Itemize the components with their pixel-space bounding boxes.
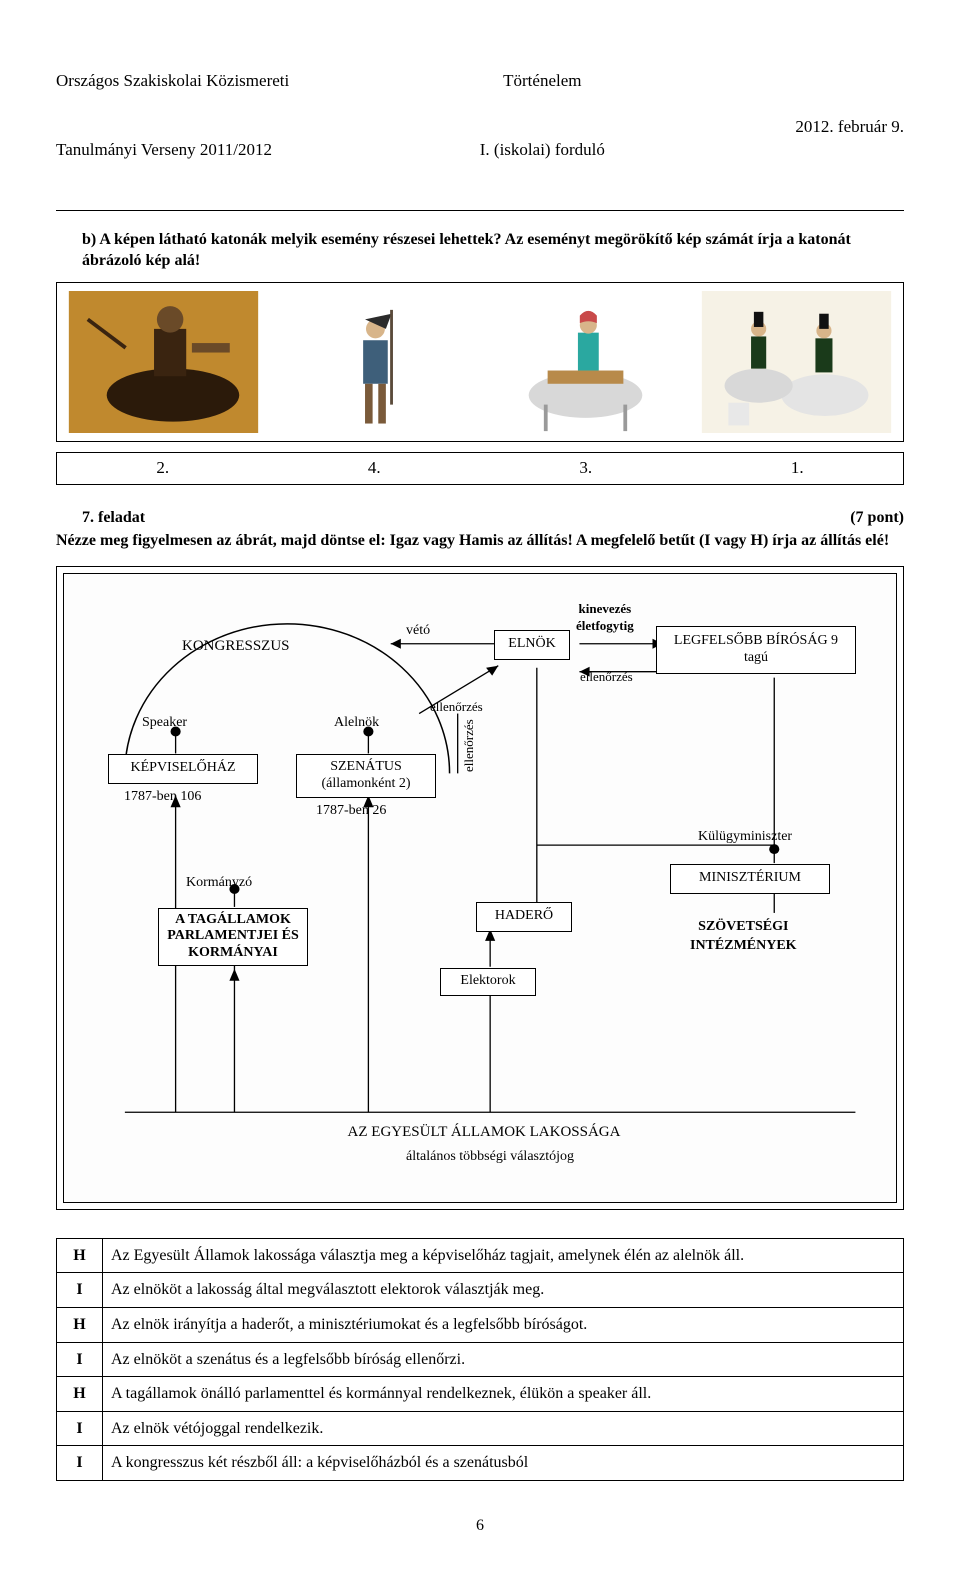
- header-center-1: Történelem: [480, 70, 605, 93]
- label-veto: vétó: [406, 622, 430, 641]
- box-szenatus: SZENÁTUS (államonként 2): [296, 754, 436, 798]
- task7-body: Nézze meg figyelmesen az ábrát, majd dön…: [56, 530, 904, 552]
- statement-text: Az elnök vétójoggal rendelkezik.: [103, 1411, 904, 1446]
- statement-key: H: [57, 1308, 103, 1343]
- statement-text: Az elnök irányítja a haderőt, a miniszté…: [103, 1308, 904, 1343]
- statement-row: IA kongresszus két részből áll: a képvis…: [57, 1446, 904, 1481]
- header-right-2: 2012. február 9.: [795, 116, 904, 139]
- box-legfelsobb: LEGFELSŐBB BÍRÓSÁG 9 tagú: [656, 626, 856, 674]
- soldier-images-row: [56, 282, 904, 442]
- box-miniszterium: MINISZTÉRIUM: [670, 864, 830, 894]
- box-hadero: HADERŐ: [476, 902, 572, 932]
- answer-d: 1.: [692, 453, 904, 484]
- soldier-image-1: [65, 291, 262, 433]
- statements-table: HAz Egyesült Államok lakossága választja…: [56, 1238, 904, 1481]
- header-divider: [56, 210, 904, 211]
- page-header: Országos Szakiskolai Közismereti Tanulmá…: [56, 24, 904, 208]
- answer-b: 4.: [269, 453, 481, 484]
- label-ellenorzes-vertical: ellenőrzés: [460, 719, 478, 772]
- header-left-1: Országos Szakiskolai Közismereti: [56, 70, 289, 93]
- statement-key: H: [57, 1377, 103, 1412]
- statement-text: A tagállamok önálló parlamenttel és korm…: [103, 1377, 904, 1412]
- statement-row: HAz elnök irányítja a haderőt, a miniszt…: [57, 1308, 904, 1343]
- label-ellenorzes-2: ellenőrzés: [430, 698, 483, 716]
- box-kepviselohaz: KÉPVISELŐHÁZ: [108, 754, 258, 784]
- statement-row: HA tagállamok önálló parlamenttel és kor…: [57, 1377, 904, 1412]
- statement-key: H: [57, 1238, 103, 1273]
- answer-c: 3.: [480, 453, 692, 484]
- statement-row: HAz Egyesült Államok lakossága választja…: [57, 1238, 904, 1273]
- box-elnok: ELNÖK: [494, 630, 570, 660]
- thumb-3: [483, 287, 688, 437]
- statement-text: A kongresszus két részből áll: a képvise…: [103, 1446, 904, 1481]
- label-kulugy: Külügyminiszter: [698, 828, 792, 847]
- statement-text: Az Egyesült Államok lakossága választja …: [103, 1238, 904, 1273]
- statement-row: IAz elnököt a szenátus és a legfelsőbb b…: [57, 1342, 904, 1377]
- soldier-image-3: [487, 291, 684, 433]
- statement-text: Az elnököt a lakosság által megválasztot…: [103, 1273, 904, 1308]
- header-left-2: Tanulmányi Verseny 2011/2012: [56, 139, 289, 162]
- task7-heading: 7. feladat (7 pont): [56, 507, 904, 529]
- statement-key: I: [57, 1446, 103, 1481]
- statement-key: I: [57, 1273, 103, 1308]
- soldier-image-2: [276, 291, 473, 433]
- label-lakossag: AZ EGYESÜLT ÁLLAMOK LAKOSSÁGA: [304, 1122, 664, 1142]
- thumb-2: [272, 287, 477, 437]
- box-elektorok: Elektorok: [440, 968, 536, 996]
- label-speaker: Speaker: [142, 714, 187, 733]
- label-ellenorzes-1: ellenőrzés: [580, 668, 633, 686]
- label-kongresszus: KONGRESSZUS: [182, 636, 290, 656]
- label-alelnok: Alelnök: [334, 714, 379, 733]
- soldier-image-4: [698, 291, 895, 433]
- statement-key: I: [57, 1411, 103, 1446]
- label-kormanyzo: Kormányzó: [186, 874, 252, 893]
- label-szovetsegi: SZÖVETSÉGI INTÉZMÉNYEK: [690, 918, 797, 956]
- diagram-frame: KONGRESSZUS vétó ELNÖK kinevezés életfog…: [56, 566, 904, 1210]
- thumb-4: [694, 287, 899, 437]
- answer-a: 2.: [57, 453, 269, 484]
- answer-numbers-row: 2. 4. 3. 1.: [56, 452, 904, 485]
- page-number: 6: [56, 1515, 904, 1537]
- header-center-2: I. (iskolai) forduló: [480, 139, 605, 162]
- us-gov-diagram: KONGRESSZUS vétó ELNÖK kinevezés életfog…: [63, 573, 897, 1203]
- thumb-1: [61, 287, 266, 437]
- task7-label: 7. feladat: [82, 507, 145, 529]
- statement-key: I: [57, 1342, 103, 1377]
- label-lakossag-sub: általános többségi választójog: [350, 1148, 630, 1167]
- statement-text: Az elnököt a szenátus és a legfelsőbb bí…: [103, 1342, 904, 1377]
- box-tagallamok: A TAGÁLLAMOK PARLAMENTJEI ÉS KORMÁNYAI: [158, 908, 308, 966]
- statement-row: IAz elnök vétójoggal rendelkezik.: [57, 1411, 904, 1446]
- label-kinevezes: kinevezés életfogytig: [576, 600, 634, 635]
- statement-row: IAz elnököt a lakosság által megválaszto…: [57, 1273, 904, 1308]
- label-szen-sub: 1787-ben 26: [316, 802, 386, 821]
- task7-points: (7 pont): [850, 507, 904, 529]
- section-b-text: b) A képen látható katonák melyik esemén…: [56, 229, 904, 272]
- label-kepv-sub: 1787-ben 106: [124, 788, 201, 807]
